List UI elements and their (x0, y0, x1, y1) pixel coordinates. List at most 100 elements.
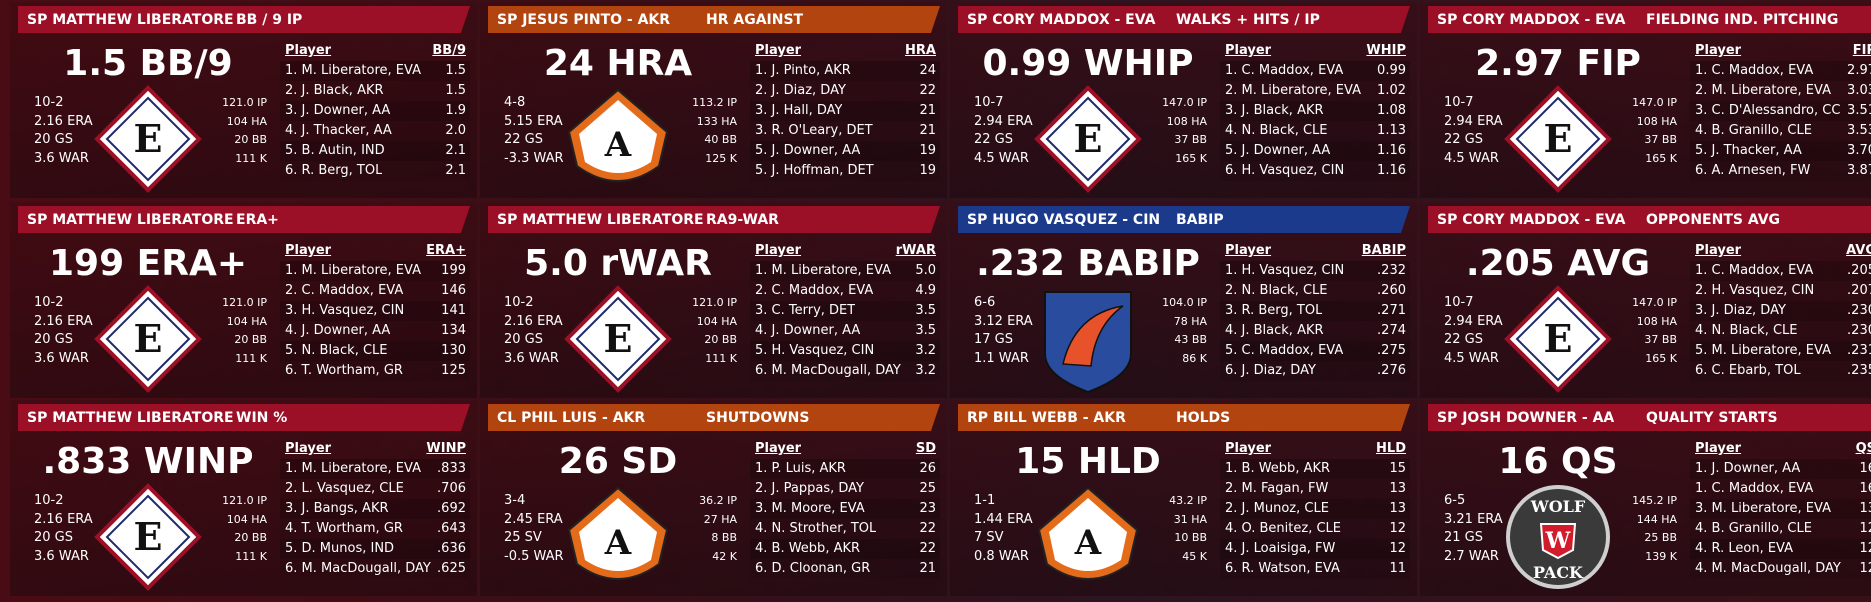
col-stat-header: FIP (1852, 43, 1871, 58)
table-row[interactable]: 5. H. Vasquez, CIN 3.2 (750, 341, 940, 361)
table-row[interactable]: 3. R. O'Leary, DET 21 (750, 121, 940, 141)
table-row[interactable]: 2. M. Liberatore, EVA 1.02 (1220, 81, 1410, 101)
table-row[interactable]: 5. J. Hoffman, DET 19 (750, 161, 940, 181)
table-row[interactable]: 6. C. Ebarb, TOL .235 (1690, 361, 1871, 381)
table-row[interactable]: 1. C. Maddox, EVA 16 (1690, 479, 1871, 499)
table-row[interactable]: 3. M. Moore, EVA 23 (750, 499, 940, 519)
table-row[interactable]: 4. B. Webb, AKR 22 (750, 539, 940, 559)
table-row[interactable]: 5. N. Black, CLE 130 (280, 341, 470, 361)
table-row[interactable]: 6. M. MacDougall, DAY .625 (280, 559, 470, 579)
headline-stat: 2.97 FIP (1475, 43, 1641, 84)
table-row[interactable]: 5. D. Munos, IND .636 (280, 539, 470, 559)
table-row[interactable]: 6. D. Cloonan, GR 21 (750, 559, 940, 579)
table-row[interactable]: 1. J. Downer, AA 16 (1690, 459, 1871, 479)
row-player: 6. H. Vasquez, CIN (1225, 163, 1345, 178)
table-row[interactable]: 4. O. Benitez, CLE 12 (1220, 519, 1410, 539)
table-row[interactable]: 2. N. Black, CLE .260 (1220, 281, 1410, 301)
table-row[interactable]: 2. L. Vasquez, CLE .706 (280, 479, 470, 499)
table-row[interactable]: 1. C. Maddox, EVA 0.99 (1220, 61, 1410, 81)
left-stats: 10-7 2.94 ERA 22 GS 4.5 WAR (1444, 294, 1503, 368)
table-row[interactable]: 4. M. MacDougall, DAY 12 (1690, 559, 1871, 579)
header-player: SP JESUS PINTO - AKR (497, 12, 671, 28)
table-row[interactable]: 1. P. Luis, AKR 26 (750, 459, 940, 479)
table-row[interactable]: 2. J. Black, AKR 1.5 (280, 81, 470, 101)
row-player: 5. J. Downer, AA (1225, 143, 1331, 158)
left-stat: 22 GS (504, 132, 543, 147)
table-row[interactable]: 1. C. Maddox, EVA .205 (1690, 261, 1871, 281)
table-row[interactable]: 3. H. Vasquez, CIN 141 (280, 301, 470, 321)
left-stat: 10-2 (504, 295, 534, 310)
table-row[interactable]: 4. B. Granillo, CLE 3.53 (1690, 121, 1871, 141)
row-value: 146 (441, 283, 466, 298)
right-stat: 37 BB (1174, 133, 1207, 146)
table-row[interactable]: 5. C. Maddox, EVA .275 (1220, 341, 1410, 361)
table-row[interactable]: 6. R. Berg, TOL 2.1 (280, 161, 470, 181)
table-row[interactable]: 1. H. Vasquez, CIN .232 (1220, 261, 1410, 281)
row-player: 3. J. Black, AKR (1225, 103, 1324, 118)
table-row[interactable]: 2. M. Liberatore, EVA 3.03 (1690, 81, 1871, 101)
table-row[interactable]: 4. J. Loaisiga, FW 12 (1220, 539, 1410, 559)
table-row[interactable]: 3. C. D'Alessandro, CC 3.51 (1690, 101, 1871, 121)
left-stat: 1.44 ERA (974, 511, 1033, 527)
table-row[interactable]: 6. R. Watson, EVA 11 (1220, 559, 1410, 579)
row-player: 4. J. Thacker, AA (285, 123, 392, 138)
table-row[interactable]: 2. C. Maddox, EVA 146 (280, 281, 470, 301)
table-row[interactable]: 2. J. Pappas, DAY 25 (750, 479, 940, 499)
table-row[interactable]: 1. B. Webb, AKR 15 (1220, 459, 1410, 479)
table-row[interactable]: 3. M. Liberatore, EVA 13 (1690, 499, 1871, 519)
table-row[interactable]: 1. M. Liberatore, EVA .833 (280, 459, 470, 479)
right-stat: 111 K (235, 351, 267, 365)
table-row[interactable]: 6. T. Wortham, GR 125 (280, 361, 470, 381)
table-row[interactable]: 4. B. Granillo, CLE 12 (1690, 519, 1871, 539)
header-category: SHUTDOWNS (706, 410, 810, 426)
row-value: 1.08 (1377, 103, 1406, 118)
card-header: SP MATTHEW LIBERATORE - EVAWIN % (18, 404, 470, 431)
table-row[interactable]: 2. H. Vasquez, CIN .207 (1690, 281, 1871, 301)
table-row[interactable]: 4. T. Wortham, GR .643 (280, 519, 470, 539)
table-row[interactable]: 5. J. Downer, AA 19 (750, 141, 940, 161)
right-stats: 121.0 IP 104 HA 20 BB 111 K (222, 94, 267, 168)
table-row[interactable]: 4. J. Black, AKR .274 (1220, 321, 1410, 341)
table-row[interactable]: 5. B. Autin, IND 2.1 (280, 141, 470, 161)
table-row[interactable]: 6. H. Vasquez, CIN 1.16 (1220, 161, 1410, 181)
table-row[interactable]: 4. N. Black, CLE 1.13 (1220, 121, 1410, 141)
table-row[interactable]: 4. N. Black, CLE .230 (1690, 321, 1871, 341)
table-row[interactable]: 4. R. Leon, EVA 12 (1690, 539, 1871, 559)
table-row[interactable]: 5. J. Thacker, AA 3.70 (1690, 141, 1871, 161)
table-row[interactable]: 4. J. Downer, AA 3.5 (750, 321, 940, 341)
table-row[interactable]: 3. J. Black, AKR 1.08 (1220, 101, 1410, 121)
table-row[interactable]: 5. M. Liberatore, EVA .231 (1690, 341, 1871, 361)
left-stat: 6-6 (974, 295, 996, 310)
right-stat: 104 HA (226, 114, 267, 128)
left-stats: 10-2 2.16 ERA 20 GS 3.6 WAR (504, 294, 563, 368)
table-row[interactable]: 4. J. Downer, AA 134 (280, 321, 470, 341)
table-row[interactable]: 4. J. Thacker, AA 2.0 (280, 121, 470, 141)
table-row[interactable]: 1. C. Maddox, EVA 2.97 (1690, 61, 1871, 81)
col-stat-header: WINP (426, 441, 466, 456)
table-row[interactable]: 3. J. Bangs, AKR .692 (280, 499, 470, 519)
table-row[interactable]: 2. M. Fagan, FW 13 (1220, 479, 1410, 499)
table-row[interactable]: 3. C. Terry, DET 3.5 (750, 301, 940, 321)
right-stat: 25 BB (1644, 531, 1677, 544)
row-value: 3.87 (1847, 163, 1871, 178)
row-value: 1.9 (445, 103, 466, 118)
stat-leader-card: SP MATTHEW LIBERATORE - EVABB / 9 IP1.5 … (10, 2, 477, 198)
table-row[interactable]: 6. A. Arnesen, FW 3.87 (1690, 161, 1871, 181)
table-row[interactable]: 5. J. Downer, AA 1.16 (1220, 141, 1410, 161)
table-row[interactable]: 1. J. Pinto, AKR 24 (750, 61, 940, 81)
table-row[interactable]: 3. J. Downer, AA 1.9 (280, 101, 470, 121)
right-stat: 111 K (235, 549, 267, 563)
table-row[interactable]: 3. J. Diaz, DAY .230 (1690, 301, 1871, 321)
table-row[interactable]: 1. M. Liberatore, EVA 199 (280, 261, 470, 281)
table-row[interactable]: 1. M. Liberatore, EVA 1.5 (280, 61, 470, 81)
table-row[interactable]: 6. J. Diaz, DAY .276 (1220, 361, 1410, 381)
table-row[interactable]: 2. J. Munoz, CLE 13 (1220, 499, 1410, 519)
table-row[interactable]: 3. R. Berg, TOL .271 (1220, 301, 1410, 321)
table-row[interactable]: 3. J. Hall, DAY 21 (750, 101, 940, 121)
table-row[interactable]: 1. M. Liberatore, EVA 5.0 (750, 261, 940, 281)
col-player-header: Player (285, 43, 332, 58)
table-row[interactable]: 4. N. Strother, TOL 22 (750, 519, 940, 539)
table-row[interactable]: 6. M. MacDougall, DAY 3.2 (750, 361, 940, 381)
table-row[interactable]: 2. J. Diaz, DAY 22 (750, 81, 940, 101)
table-row[interactable]: 2. C. Maddox, EVA 4.9 (750, 281, 940, 301)
